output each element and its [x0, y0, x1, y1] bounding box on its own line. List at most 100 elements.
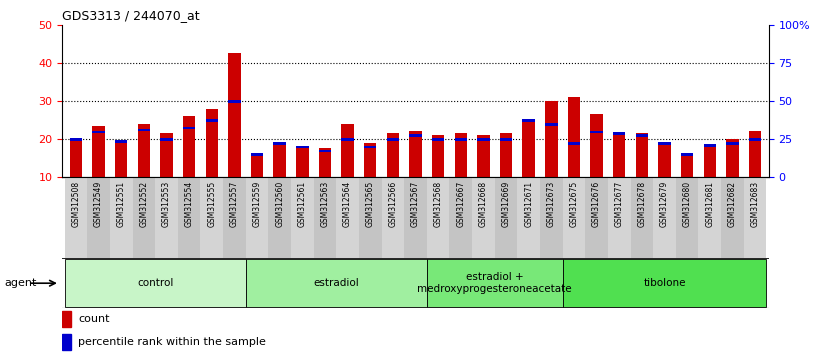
Bar	[563, 259, 766, 307]
Text: GSM312549: GSM312549	[94, 181, 103, 227]
Bar	[296, 147, 308, 177]
Bar	[608, 177, 631, 258]
Bar	[246, 259, 427, 307]
Bar	[658, 143, 671, 177]
Text: GSM312682: GSM312682	[728, 181, 737, 227]
Text: GSM312680: GSM312680	[683, 181, 691, 227]
Text: tibolone: tibolone	[643, 278, 686, 288]
Bar	[223, 177, 246, 258]
Text: GSM312667: GSM312667	[456, 181, 465, 227]
Bar	[636, 133, 648, 177]
Bar	[477, 138, 489, 141]
Bar	[721, 177, 744, 258]
Bar	[432, 135, 445, 177]
Bar	[386, 138, 399, 141]
Bar	[319, 148, 332, 177]
Bar	[676, 177, 699, 258]
Bar	[455, 133, 467, 177]
Text: GDS3313 / 244070_at: GDS3313 / 244070_at	[62, 9, 200, 22]
Bar	[427, 177, 450, 258]
Bar	[160, 138, 173, 141]
Bar	[273, 143, 286, 177]
Bar	[523, 119, 535, 122]
Text: GSM312679: GSM312679	[660, 181, 669, 227]
Text: GSM312565: GSM312565	[366, 181, 375, 227]
Text: GSM312681: GSM312681	[706, 181, 715, 227]
Bar	[545, 101, 558, 177]
Bar	[749, 131, 761, 177]
Bar	[70, 138, 82, 141]
Bar	[563, 177, 585, 258]
Text: GSM312555: GSM312555	[207, 181, 216, 227]
Text: GSM312678: GSM312678	[637, 181, 647, 227]
Text: GSM312561: GSM312561	[297, 181, 307, 227]
Text: GSM312508: GSM312508	[71, 181, 81, 227]
Bar	[427, 259, 563, 307]
Bar	[200, 177, 223, 258]
Bar	[450, 177, 472, 258]
Bar	[246, 177, 268, 258]
Bar	[568, 97, 580, 177]
Bar	[681, 155, 693, 177]
Text: percentile rank within the sample: percentile rank within the sample	[78, 337, 266, 348]
Bar	[92, 131, 105, 133]
Bar	[523, 122, 535, 177]
Bar	[65, 259, 246, 307]
Bar	[296, 146, 308, 148]
Text: GSM312673: GSM312673	[547, 181, 556, 227]
Bar	[359, 177, 381, 258]
Bar	[62, 311, 71, 327]
Text: count: count	[78, 314, 110, 325]
Text: GSM312560: GSM312560	[275, 181, 284, 227]
Bar	[726, 142, 739, 145]
Bar	[110, 177, 132, 258]
Bar	[132, 177, 155, 258]
Text: estradiol +
medroxyprogesteroneacetate: estradiol + medroxyprogesteroneacetate	[417, 272, 572, 294]
Bar	[590, 131, 602, 133]
Text: GSM312552: GSM312552	[140, 181, 148, 227]
Bar	[455, 138, 467, 141]
Text: GSM312557: GSM312557	[230, 181, 238, 227]
Bar	[364, 146, 376, 148]
Text: GSM312677: GSM312677	[615, 181, 624, 227]
Bar	[160, 133, 173, 177]
Bar	[568, 142, 580, 145]
Bar	[183, 127, 195, 130]
Bar	[631, 177, 653, 258]
Text: GSM312551: GSM312551	[116, 181, 125, 227]
Bar	[381, 177, 404, 258]
Bar	[65, 177, 87, 258]
Bar	[699, 177, 721, 258]
Bar	[337, 177, 359, 258]
Text: agent: agent	[4, 278, 37, 288]
Text: GSM312553: GSM312553	[162, 181, 171, 227]
Bar	[229, 53, 241, 177]
Bar	[229, 100, 241, 103]
Bar	[273, 142, 286, 145]
Bar	[178, 177, 200, 258]
Bar	[477, 135, 489, 177]
Bar	[658, 142, 671, 145]
Bar	[704, 144, 716, 147]
Text: GSM312566: GSM312566	[388, 181, 397, 227]
Bar	[499, 133, 512, 177]
Text: GSM312669: GSM312669	[502, 181, 510, 227]
Bar	[70, 141, 82, 177]
Bar	[518, 177, 540, 258]
Bar	[205, 119, 218, 122]
Bar	[115, 140, 127, 177]
Bar	[744, 177, 766, 258]
Text: GSM312668: GSM312668	[479, 181, 488, 227]
Bar	[613, 132, 626, 135]
Text: estradiol: estradiol	[313, 278, 359, 288]
Bar	[613, 133, 626, 177]
Text: GSM312554: GSM312554	[184, 181, 194, 227]
Bar	[205, 108, 218, 177]
Bar	[540, 177, 563, 258]
Bar	[432, 138, 445, 141]
Bar	[704, 145, 716, 177]
Bar	[87, 177, 110, 258]
Text: GSM312564: GSM312564	[343, 181, 352, 227]
Text: GSM312676: GSM312676	[593, 181, 601, 227]
Bar	[138, 124, 150, 177]
